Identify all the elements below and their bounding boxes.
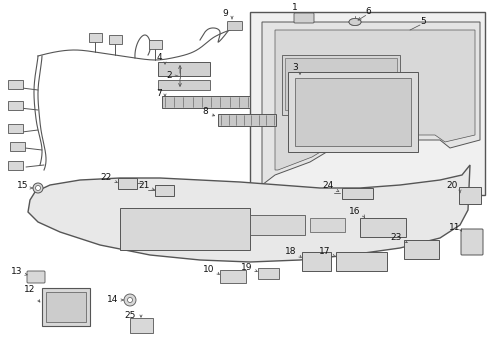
Text: 9: 9 <box>222 9 228 18</box>
Text: 4: 4 <box>156 54 162 63</box>
Polygon shape <box>262 22 480 185</box>
Bar <box>285 58 397 110</box>
FancyBboxPatch shape <box>294 13 314 23</box>
Text: 24: 24 <box>323 180 334 189</box>
FancyBboxPatch shape <box>129 318 152 333</box>
FancyBboxPatch shape <box>9 141 24 150</box>
FancyBboxPatch shape <box>342 188 372 198</box>
Text: 3: 3 <box>292 63 298 72</box>
FancyBboxPatch shape <box>27 271 45 283</box>
Bar <box>218 114 276 126</box>
Circle shape <box>35 185 41 190</box>
FancyBboxPatch shape <box>118 177 137 189</box>
Text: 11: 11 <box>448 224 460 233</box>
Polygon shape <box>275 30 475 170</box>
Text: 6: 6 <box>365 8 371 17</box>
Text: 21: 21 <box>139 181 150 190</box>
Text: 25: 25 <box>124 310 136 320</box>
Text: 22: 22 <box>101 174 112 183</box>
Bar <box>310 218 345 232</box>
Text: 16: 16 <box>348 207 360 216</box>
FancyBboxPatch shape <box>89 32 101 41</box>
Bar <box>250 215 305 235</box>
Text: 20: 20 <box>446 181 458 190</box>
Text: 2: 2 <box>167 71 172 80</box>
Bar <box>288 72 418 152</box>
FancyBboxPatch shape <box>336 252 387 270</box>
Bar <box>158 62 210 76</box>
Circle shape <box>33 183 43 193</box>
FancyBboxPatch shape <box>403 239 439 258</box>
FancyBboxPatch shape <box>258 267 278 279</box>
Circle shape <box>127 297 132 302</box>
Text: 7: 7 <box>156 89 162 98</box>
FancyBboxPatch shape <box>227 22 243 31</box>
Text: 12: 12 <box>24 285 35 294</box>
Text: 5: 5 <box>420 18 426 27</box>
FancyBboxPatch shape <box>360 217 406 237</box>
FancyBboxPatch shape <box>148 40 162 49</box>
Bar <box>46 292 86 322</box>
Text: 13: 13 <box>10 267 22 276</box>
Circle shape <box>124 294 136 306</box>
Bar <box>162 96 250 108</box>
Text: 1: 1 <box>292 4 298 13</box>
Bar <box>120 208 250 250</box>
Bar <box>250 12 485 195</box>
Text: 19: 19 <box>241 264 252 273</box>
Text: 18: 18 <box>285 248 296 256</box>
Bar <box>158 80 210 90</box>
Bar <box>295 78 411 146</box>
FancyBboxPatch shape <box>108 35 122 44</box>
FancyBboxPatch shape <box>220 270 245 283</box>
FancyBboxPatch shape <box>7 123 23 132</box>
Text: 23: 23 <box>391 234 402 243</box>
Bar <box>42 288 90 326</box>
Text: 17: 17 <box>318 248 330 256</box>
FancyBboxPatch shape <box>7 161 23 170</box>
Text: 15: 15 <box>17 181 28 190</box>
FancyBboxPatch shape <box>301 252 330 270</box>
FancyBboxPatch shape <box>7 80 23 89</box>
Text: 10: 10 <box>202 266 214 274</box>
FancyBboxPatch shape <box>459 187 481 204</box>
Polygon shape <box>28 165 470 262</box>
Text: 8: 8 <box>202 108 208 117</box>
Ellipse shape <box>349 18 361 26</box>
FancyBboxPatch shape <box>7 100 23 109</box>
Bar <box>282 55 400 115</box>
Text: 14: 14 <box>107 296 118 305</box>
FancyBboxPatch shape <box>461 229 483 255</box>
FancyBboxPatch shape <box>154 184 173 195</box>
